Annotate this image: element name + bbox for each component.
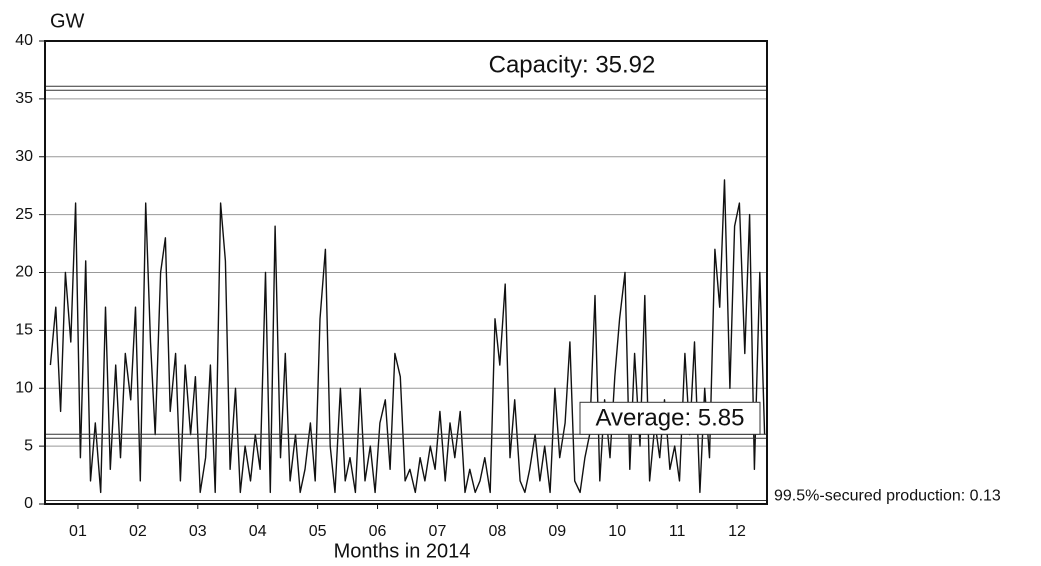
- y-tick-label: 10: [15, 379, 33, 396]
- x-tick-label: 01: [69, 523, 87, 540]
- y-tick-label: 5: [24, 437, 33, 454]
- x-tick-label: 05: [309, 523, 327, 540]
- annotation-label: Capacity: 35.92: [489, 52, 656, 79]
- y-tick-label: 35: [15, 90, 33, 107]
- annotation-label: Average: 5.85: [595, 405, 744, 432]
- annotation-box: [579, 401, 761, 435]
- x-tick-label: 07: [429, 523, 447, 540]
- x-tick-label: 10: [608, 523, 626, 540]
- x-tick-label: 12: [728, 523, 746, 540]
- plot-frame: [44, 40, 768, 505]
- x-tick-label: 06: [369, 523, 387, 540]
- x-tick-label: 11: [669, 523, 686, 540]
- series-line: [49, 179, 766, 494]
- y-tick-label: 25: [15, 206, 33, 223]
- annotation-label: 99.5%-secured production: 0.13: [774, 488, 1001, 505]
- x-tick-label: 04: [249, 523, 267, 540]
- x-tick-label: 09: [548, 523, 566, 540]
- x-tick-label: 08: [488, 523, 506, 540]
- x-tick-label: 03: [189, 523, 207, 540]
- y-tick-label: 30: [15, 148, 33, 165]
- y-axis-label: GW: [50, 10, 85, 32]
- y-tick-label: 20: [15, 264, 33, 281]
- y-tick-label: 0: [24, 495, 33, 512]
- y-tick-label: 40: [15, 32, 33, 49]
- x-tick-label: 02: [129, 523, 147, 540]
- y-tick-label: 15: [15, 322, 33, 339]
- x-axis-label: Months in 2014: [334, 540, 471, 562]
